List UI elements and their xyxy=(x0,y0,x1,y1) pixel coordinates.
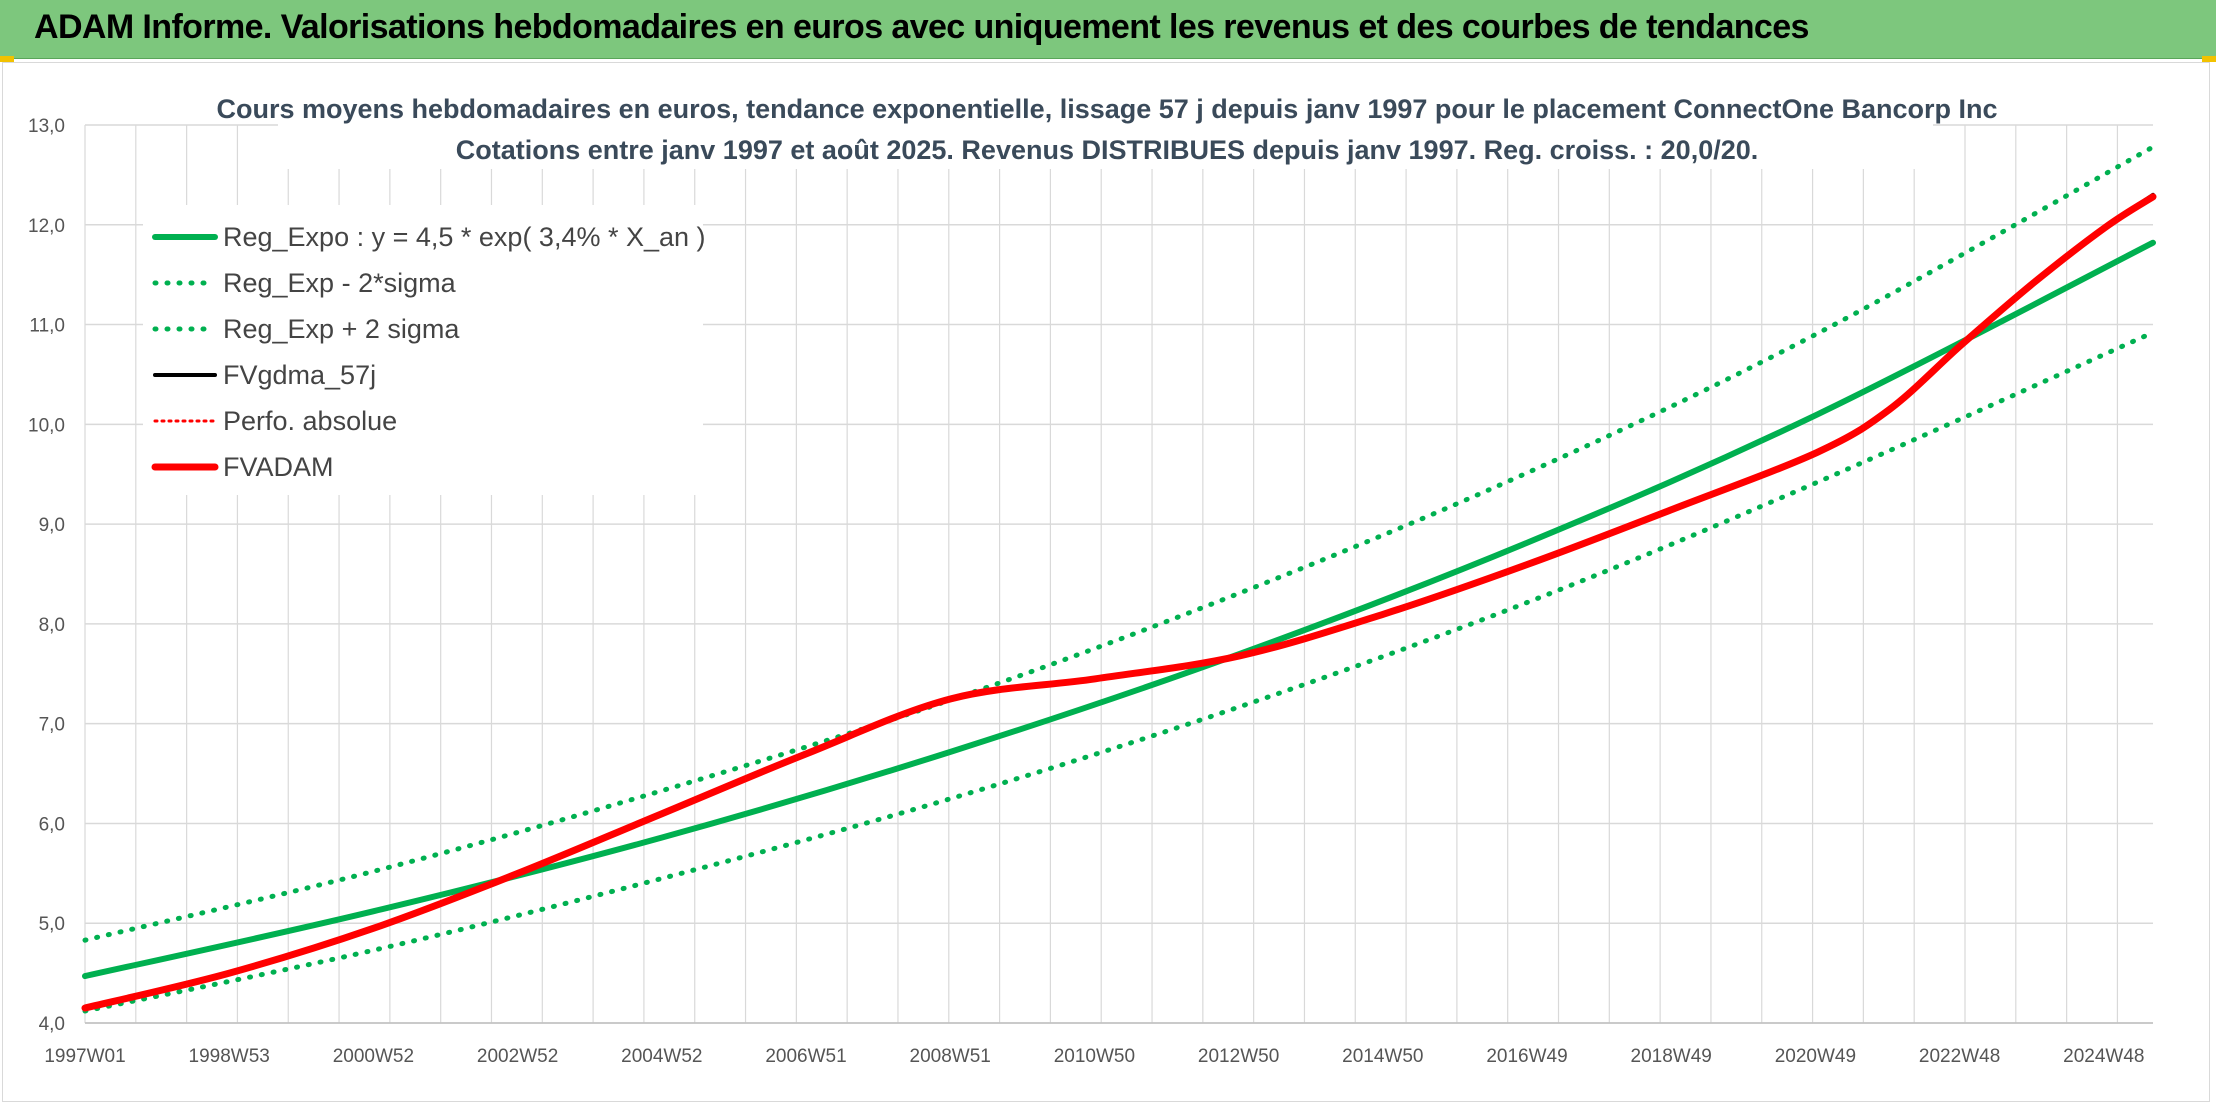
legend-label: FVADAM xyxy=(223,452,334,482)
x-tick-label: 2010W50 xyxy=(1054,1046,1135,1067)
y-tick-label: 11,0 xyxy=(29,316,65,337)
y-tick-label: 7,0 xyxy=(39,715,65,736)
x-tick-label: 2008W51 xyxy=(910,1046,991,1067)
chart-area: 4,0 5,0 6,0 7,0 8,0 9,0 10,0 11,0 12,0 13,0 1997W0… xyxy=(2,62,2210,1102)
legend-label: FVgdma_57j xyxy=(223,360,376,390)
chart-title: Cours moyens hebdomadaires en euros, ten… xyxy=(216,94,1997,124)
x-tick-label: 2000W52 xyxy=(333,1046,414,1067)
corner-mark-left xyxy=(0,56,14,62)
x-tick-label: 2002W52 xyxy=(477,1046,558,1067)
x-tick-label: 2024W48 xyxy=(2063,1046,2144,1067)
series-line-1 xyxy=(82,330,2156,1014)
corner-mark-right xyxy=(2202,56,2216,62)
legend-label: Reg_Exp - 2*sigma xyxy=(223,268,457,298)
report-title: ADAM Informe. Valorisations hebdomadaire… xyxy=(34,8,1809,46)
x-tick-label: 2006W51 xyxy=(765,1046,846,1067)
y-tick-label: 13,0 xyxy=(28,116,65,137)
chart-subtitle: Cotations entre janv 1997 et août 2025. … xyxy=(456,135,1759,165)
chart-title-background xyxy=(278,85,1933,169)
y-tick-label: 9,0 xyxy=(39,515,65,536)
legend-label: Reg_Exp + 2 sigma xyxy=(223,314,460,344)
y-tick-label: 10,0 xyxy=(28,415,65,436)
series-line-0 xyxy=(82,239,2156,980)
x-tick-label: 2016W49 xyxy=(1486,1046,1567,1067)
line-chart: 4,0 5,0 6,0 7,0 8,0 9,0 10,0 11,0 12,0 13,0 1997W0… xyxy=(28,85,2157,1067)
x-tick-label: 2004W52 xyxy=(621,1046,702,1067)
x-tick-label: 2022W48 xyxy=(1919,1046,2000,1067)
x-tick-label: 2012W50 xyxy=(1198,1046,1279,1067)
y-tick-label: 12,0 xyxy=(28,216,65,237)
x-tick-label: 2020W49 xyxy=(1775,1046,1856,1067)
x-tick-label: 1998W53 xyxy=(189,1046,270,1067)
legend-label: Reg_Expo : y = 4,5 * exp( 3,4% * X_an ) xyxy=(223,222,706,252)
x-tick-label: 2018W49 xyxy=(1631,1046,1712,1067)
x-tick-label: 2014W50 xyxy=(1342,1046,1423,1067)
y-tick-label: 8,0 xyxy=(39,615,65,636)
series-line-4 xyxy=(83,193,2155,1010)
series-line-2 xyxy=(82,144,2156,943)
y-tick-label: 4,0 xyxy=(39,1014,65,1035)
report-banner: ADAM Informe. Valorisations hebdomadaire… xyxy=(0,0,2216,59)
x-tick-label: 1997W01 xyxy=(44,1046,125,1067)
y-tick-label: 5,0 xyxy=(39,914,65,935)
legend-background xyxy=(143,205,703,495)
y-tick-label: 6,0 xyxy=(39,814,65,835)
legend-label: Perfo. absolue xyxy=(223,406,397,436)
